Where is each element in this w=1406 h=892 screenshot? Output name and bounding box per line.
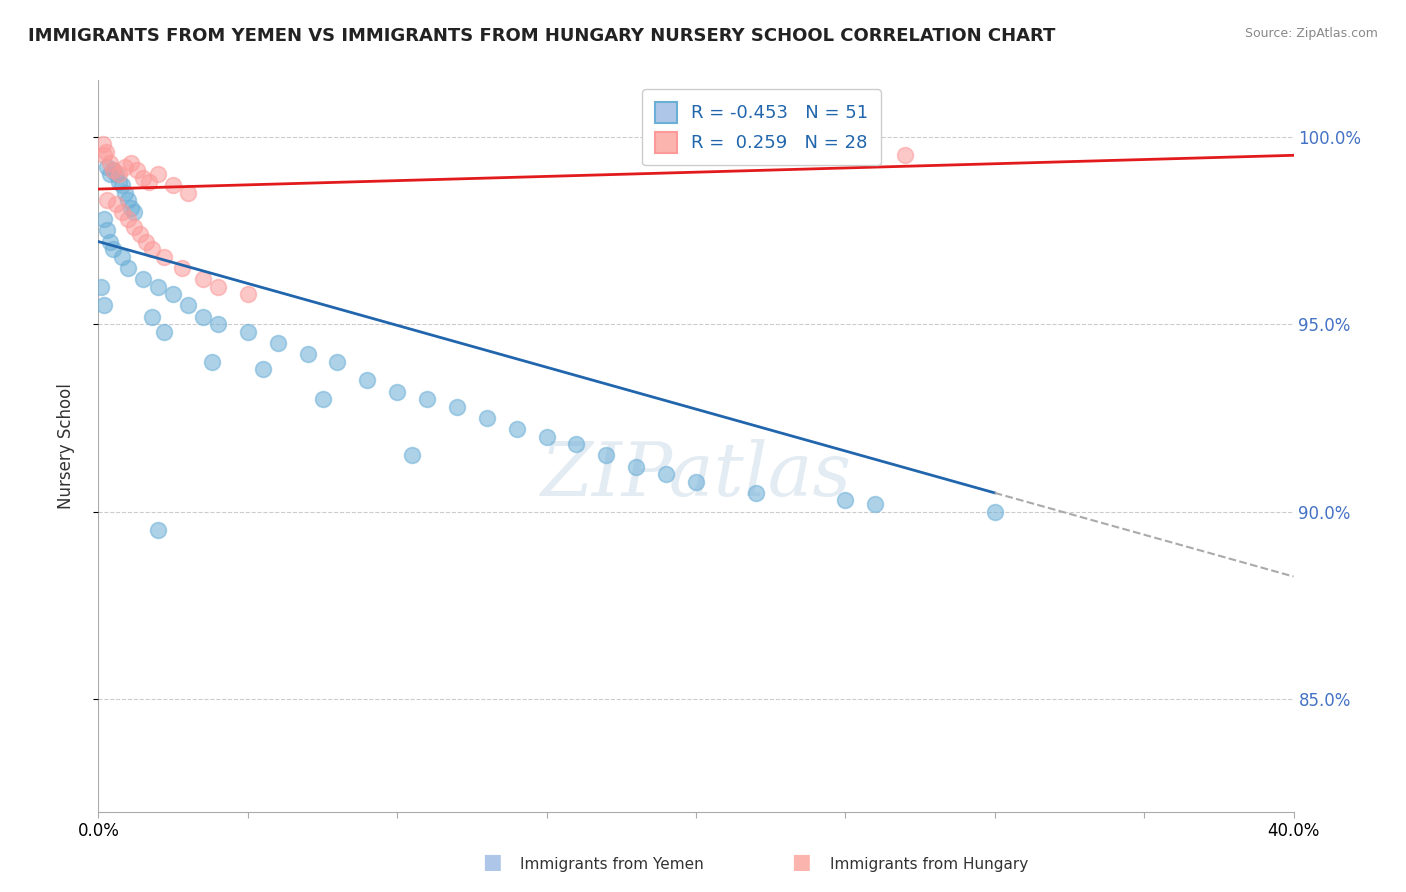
Point: [138, 175, 160, 189]
Point: [108, 167, 131, 181]
Point: [93, 148, 115, 162]
Point: [297, 347, 319, 361]
Point: [105, 197, 128, 211]
Point: [91, 136, 114, 151]
Point: [655, 467, 678, 482]
Point: [536, 429, 558, 443]
Point: [153, 325, 176, 339]
Point: [252, 362, 274, 376]
Point: [595, 449, 617, 463]
Point: [117, 194, 139, 208]
Point: [111, 178, 134, 193]
Point: [141, 242, 163, 256]
Point: [124, 204, 146, 219]
Point: [114, 160, 136, 174]
Point: [98, 235, 122, 249]
Point: [565, 437, 588, 451]
Point: [93, 212, 115, 227]
Point: [506, 422, 529, 436]
Point: [834, 493, 856, 508]
Text: ZIPatlas: ZIPatlas: [540, 439, 852, 511]
Point: [111, 204, 134, 219]
Point: [132, 272, 155, 286]
Point: [90, 279, 112, 293]
Point: [894, 148, 917, 162]
Point: [177, 298, 200, 312]
Point: [132, 170, 155, 185]
Point: [117, 212, 139, 227]
Point: [626, 459, 648, 474]
Point: [103, 163, 125, 178]
Point: [108, 175, 131, 189]
Point: [416, 392, 439, 406]
Point: [153, 250, 176, 264]
Point: [127, 163, 149, 178]
Point: [114, 186, 136, 200]
Y-axis label: Nursery School: Nursery School: [56, 383, 75, 509]
Point: [172, 260, 194, 275]
Point: [103, 163, 125, 178]
Point: [267, 335, 290, 350]
Point: [745, 486, 768, 500]
Point: [96, 223, 118, 237]
Point: [385, 384, 409, 399]
Point: [124, 219, 146, 234]
Point: [162, 178, 184, 193]
Text: Immigrants from Yemen: Immigrants from Yemen: [520, 857, 704, 872]
Point: [111, 250, 134, 264]
Point: [865, 497, 887, 511]
Text: ■: ■: [482, 853, 502, 872]
Text: ■: ■: [792, 853, 811, 872]
Point: [475, 410, 498, 425]
Point: [98, 156, 122, 170]
Point: [984, 505, 1007, 519]
Point: [177, 186, 200, 200]
Point: [96, 160, 118, 174]
Point: [120, 201, 142, 215]
Point: [356, 373, 378, 387]
Point: [148, 524, 170, 538]
Point: [135, 235, 157, 249]
Legend: R = -0.453   N = 51, R =  0.259   N = 28: R = -0.453 N = 51, R = 0.259 N = 28: [643, 89, 882, 165]
Point: [105, 167, 128, 181]
Text: IMMIGRANTS FROM YEMEN VS IMMIGRANTS FROM HUNGARY NURSERY SCHOOL CORRELATION CHAR: IMMIGRANTS FROM YEMEN VS IMMIGRANTS FROM…: [28, 27, 1056, 45]
Point: [685, 475, 707, 489]
Point: [162, 287, 184, 301]
Text: Source: ZipAtlas.com: Source: ZipAtlas.com: [1244, 27, 1378, 40]
Point: [148, 279, 170, 293]
Text: Immigrants from Hungary: Immigrants from Hungary: [830, 857, 1028, 872]
Point: [191, 310, 214, 324]
Point: [148, 167, 170, 181]
Point: [93, 298, 115, 312]
Point: [103, 242, 125, 256]
Point: [141, 310, 163, 324]
Point: [191, 272, 214, 286]
Point: [401, 449, 423, 463]
Point: [236, 325, 259, 339]
Point: [207, 279, 229, 293]
Point: [446, 400, 468, 414]
Point: [326, 354, 349, 368]
Point: [120, 156, 142, 170]
Point: [236, 287, 259, 301]
Point: [94, 145, 117, 159]
Point: [207, 317, 229, 331]
Point: [311, 392, 333, 406]
Point: [98, 167, 122, 181]
Point: [96, 194, 118, 208]
Point: [201, 354, 224, 368]
Point: [129, 227, 152, 241]
Point: [117, 260, 139, 275]
